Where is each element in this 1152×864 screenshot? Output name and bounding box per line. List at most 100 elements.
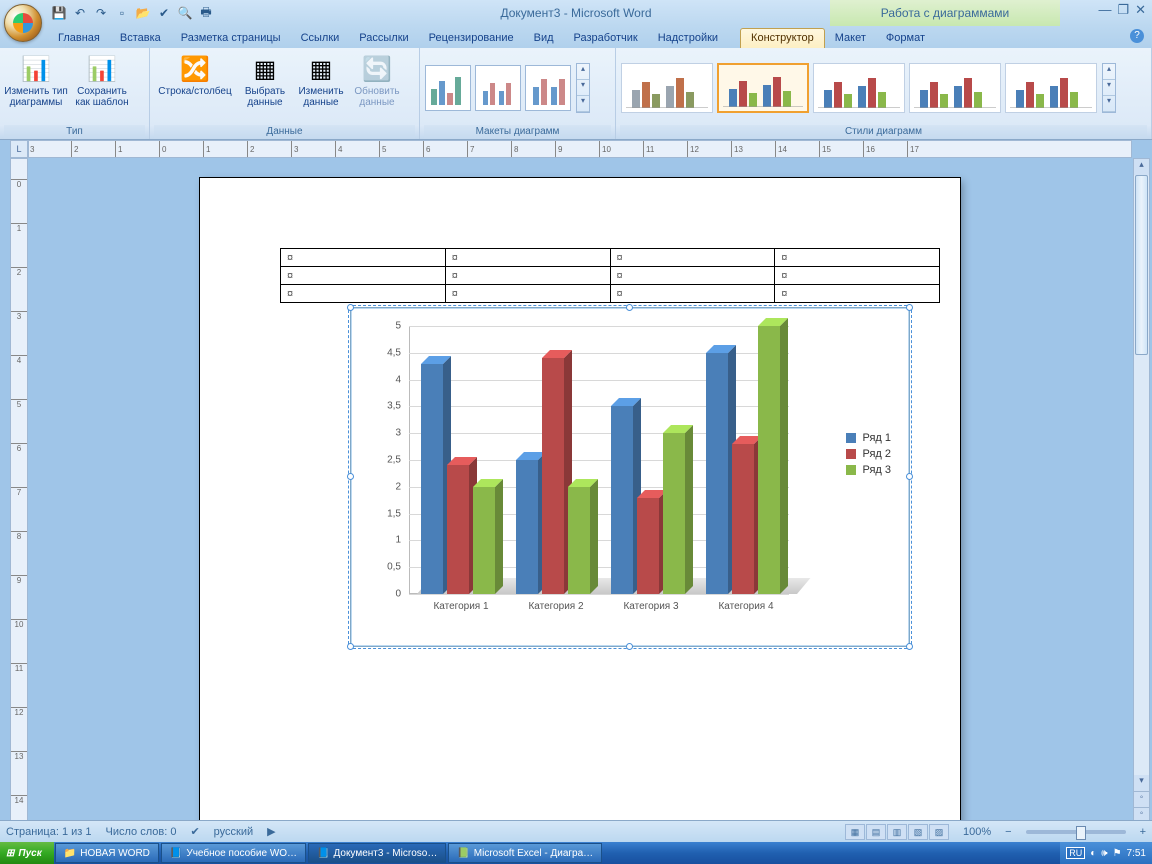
tab-Ссылки[interactable]: Ссылки <box>291 29 350 48</box>
zoom-in[interactable]: + <box>1140 826 1146 838</box>
table-cell[interactable]: ¤ <box>445 285 610 303</box>
chart-plot-area[interactable]: Категория 1Категория 2Категория 3Категор… <box>409 326 789 594</box>
chart-bar[interactable] <box>516 460 538 594</box>
document-area[interactable]: ¤¤¤¤¤¤¤¤¤¤¤¤ Категория 1Категория 2Катег… <box>28 158 1132 824</box>
chart-bar[interactable] <box>447 465 469 594</box>
vertical-ruler[interactable]: 01234567891011121314151617 <box>10 158 28 842</box>
edit-data-button[interactable]: ▦Изменить данные <box>294 50 348 108</box>
tray-icon[interactable]: ⚑ <box>1113 848 1122 859</box>
tab-Макет[interactable]: Макет <box>825 29 876 48</box>
chart-bar[interactable] <box>542 358 564 594</box>
qat-preview-icon[interactable]: 🔍 <box>176 4 194 22</box>
status-language[interactable]: русский <box>214 826 253 838</box>
tab-Рецензирование[interactable]: Рецензирование <box>419 29 524 48</box>
switch-row-col-button[interactable]: 🔀Строка/столбец <box>154 50 236 97</box>
chart-object[interactable]: Категория 1Категория 2Категория 3Категор… <box>350 307 910 647</box>
style-thumb[interactable] <box>717 63 809 113</box>
vertical-scrollbar[interactable]: ▴▾ ◦◦ <box>1133 158 1150 824</box>
save-as-template-button[interactable]: 📊Сохранить как шаблон <box>70 50 134 108</box>
view-draft[interactable]: ▨ <box>929 824 949 840</box>
restore-button[interactable]: ❐ <box>1117 2 1129 18</box>
view-outline[interactable]: ▧ <box>908 824 928 840</box>
legend-item[interactable]: Ряд 2 <box>846 448 891 460</box>
resize-handle[interactable] <box>906 304 913 311</box>
layout-thumb[interactable] <box>475 65 521 111</box>
status-words[interactable]: Число слов: 0 <box>106 826 177 838</box>
resize-handle[interactable] <box>626 304 633 311</box>
taskbar-item[interactable]: 📗Microsoft Excel - Диагра… <box>448 843 602 863</box>
table-cell[interactable]: ¤ <box>775 285 940 303</box>
tab-Разработчик[interactable]: Разработчик <box>564 29 648 48</box>
style-thumb[interactable] <box>1005 63 1097 113</box>
legend-item[interactable]: Ряд 1 <box>846 432 891 444</box>
legend-item[interactable]: Ряд 3 <box>846 464 891 476</box>
chart-bar[interactable] <box>663 433 685 594</box>
tab-Конструктор[interactable]: Конструктор <box>740 28 825 48</box>
resize-handle[interactable] <box>906 643 913 650</box>
layout-gallery-scroll[interactable]: ▴▾▾ <box>576 63 590 113</box>
select-data-button[interactable]: ▦Выбрать данные <box>238 50 292 108</box>
layout-thumb[interactable] <box>425 65 471 111</box>
zoom-level[interactable]: 100% <box>963 826 991 838</box>
view-web[interactable]: ▥ <box>887 824 907 840</box>
qat-undo-icon[interactable]: ↶ <box>71 4 89 22</box>
ruler-corner[interactable]: L <box>10 140 28 158</box>
table-cell[interactable]: ¤ <box>281 285 446 303</box>
style-gallery-scroll[interactable]: ▴▾▾ <box>1102 63 1116 113</box>
zoom-out[interactable]: − <box>1005 826 1011 838</box>
chart-bar[interactable] <box>758 326 780 594</box>
table-cell[interactable]: ¤ <box>610 249 775 267</box>
horizontal-ruler[interactable]: 32101234567891011121314151617 <box>28 140 1132 158</box>
table-cell[interactable]: ¤ <box>281 267 446 285</box>
chart-bar[interactable] <box>732 444 754 594</box>
taskbar-item[interactable]: 📘Документ3 - Microso… <box>308 843 446 863</box>
macro-icon[interactable]: ▶ <box>267 825 275 838</box>
chart-bar[interactable] <box>473 487 495 594</box>
word-table[interactable]: ¤¤¤¤¤¤¤¤¤¤¤¤ <box>280 248 940 303</box>
refresh-data-button[interactable]: 🔄Обновить данные <box>350 50 404 108</box>
close-button[interactable]: ✕ <box>1135 2 1146 18</box>
resize-handle[interactable] <box>626 643 633 650</box>
view-print-layout[interactable]: ▦ <box>845 824 865 840</box>
resize-handle[interactable] <box>347 473 354 480</box>
taskbar-item[interactable]: 📘Учебное пособие WO… <box>161 843 306 863</box>
qat-save-icon[interactable]: 💾 <box>50 4 68 22</box>
resize-handle[interactable] <box>906 473 913 480</box>
chart-legend[interactable]: Ряд 1 Ряд 2 Ряд 3 <box>846 428 891 480</box>
table-cell[interactable]: ¤ <box>281 249 446 267</box>
status-page[interactable]: Страница: 1 из 1 <box>6 826 92 838</box>
qat-redo-icon[interactable]: ↷ <box>92 4 110 22</box>
table-cell[interactable]: ¤ <box>775 267 940 285</box>
table-cell[interactable]: ¤ <box>445 249 610 267</box>
tab-Формат[interactable]: Формат <box>876 29 935 48</box>
qat-new-icon[interactable]: ▫ <box>113 4 131 22</box>
proofing-icon[interactable]: ✔ <box>190 825 199 838</box>
style-thumb[interactable] <box>813 63 905 113</box>
tab-Надстройки[interactable]: Надстройки <box>648 29 728 48</box>
tray-icon[interactable]: 🕪 <box>1101 848 1107 859</box>
zoom-slider[interactable] <box>1026 830 1126 834</box>
chart-bar[interactable] <box>706 353 728 594</box>
style-thumb[interactable] <box>909 63 1001 113</box>
chart-bar[interactable] <box>568 487 590 594</box>
tab-Вставка[interactable]: Вставка <box>110 29 171 48</box>
table-cell[interactable]: ¤ <box>775 249 940 267</box>
qat-spelling-icon[interactable]: ✔ <box>155 4 173 22</box>
qat-print-icon[interactable]: 🖶 <box>197 4 215 22</box>
help-icon[interactable]: ? <box>1130 29 1144 43</box>
table-cell[interactable]: ¤ <box>445 267 610 285</box>
resize-handle[interactable] <box>347 304 354 311</box>
tray-clock[interactable]: 7:51 <box>1127 848 1146 859</box>
style-thumb[interactable] <box>621 63 713 113</box>
view-reading[interactable]: ▤ <box>866 824 886 840</box>
taskbar-item[interactable]: 📁НОВАЯ WORD <box>55 843 159 863</box>
tray-lang[interactable]: RU <box>1066 847 1085 859</box>
layout-thumb[interactable] <box>525 65 571 111</box>
chart-bar[interactable] <box>637 498 659 594</box>
chart-bar[interactable] <box>611 406 633 594</box>
tab-Вид[interactable]: Вид <box>524 29 564 48</box>
tab-Главная[interactable]: Главная <box>48 29 110 48</box>
office-button[interactable] <box>4 4 42 42</box>
table-cell[interactable]: ¤ <box>610 267 775 285</box>
resize-handle[interactable] <box>347 643 354 650</box>
